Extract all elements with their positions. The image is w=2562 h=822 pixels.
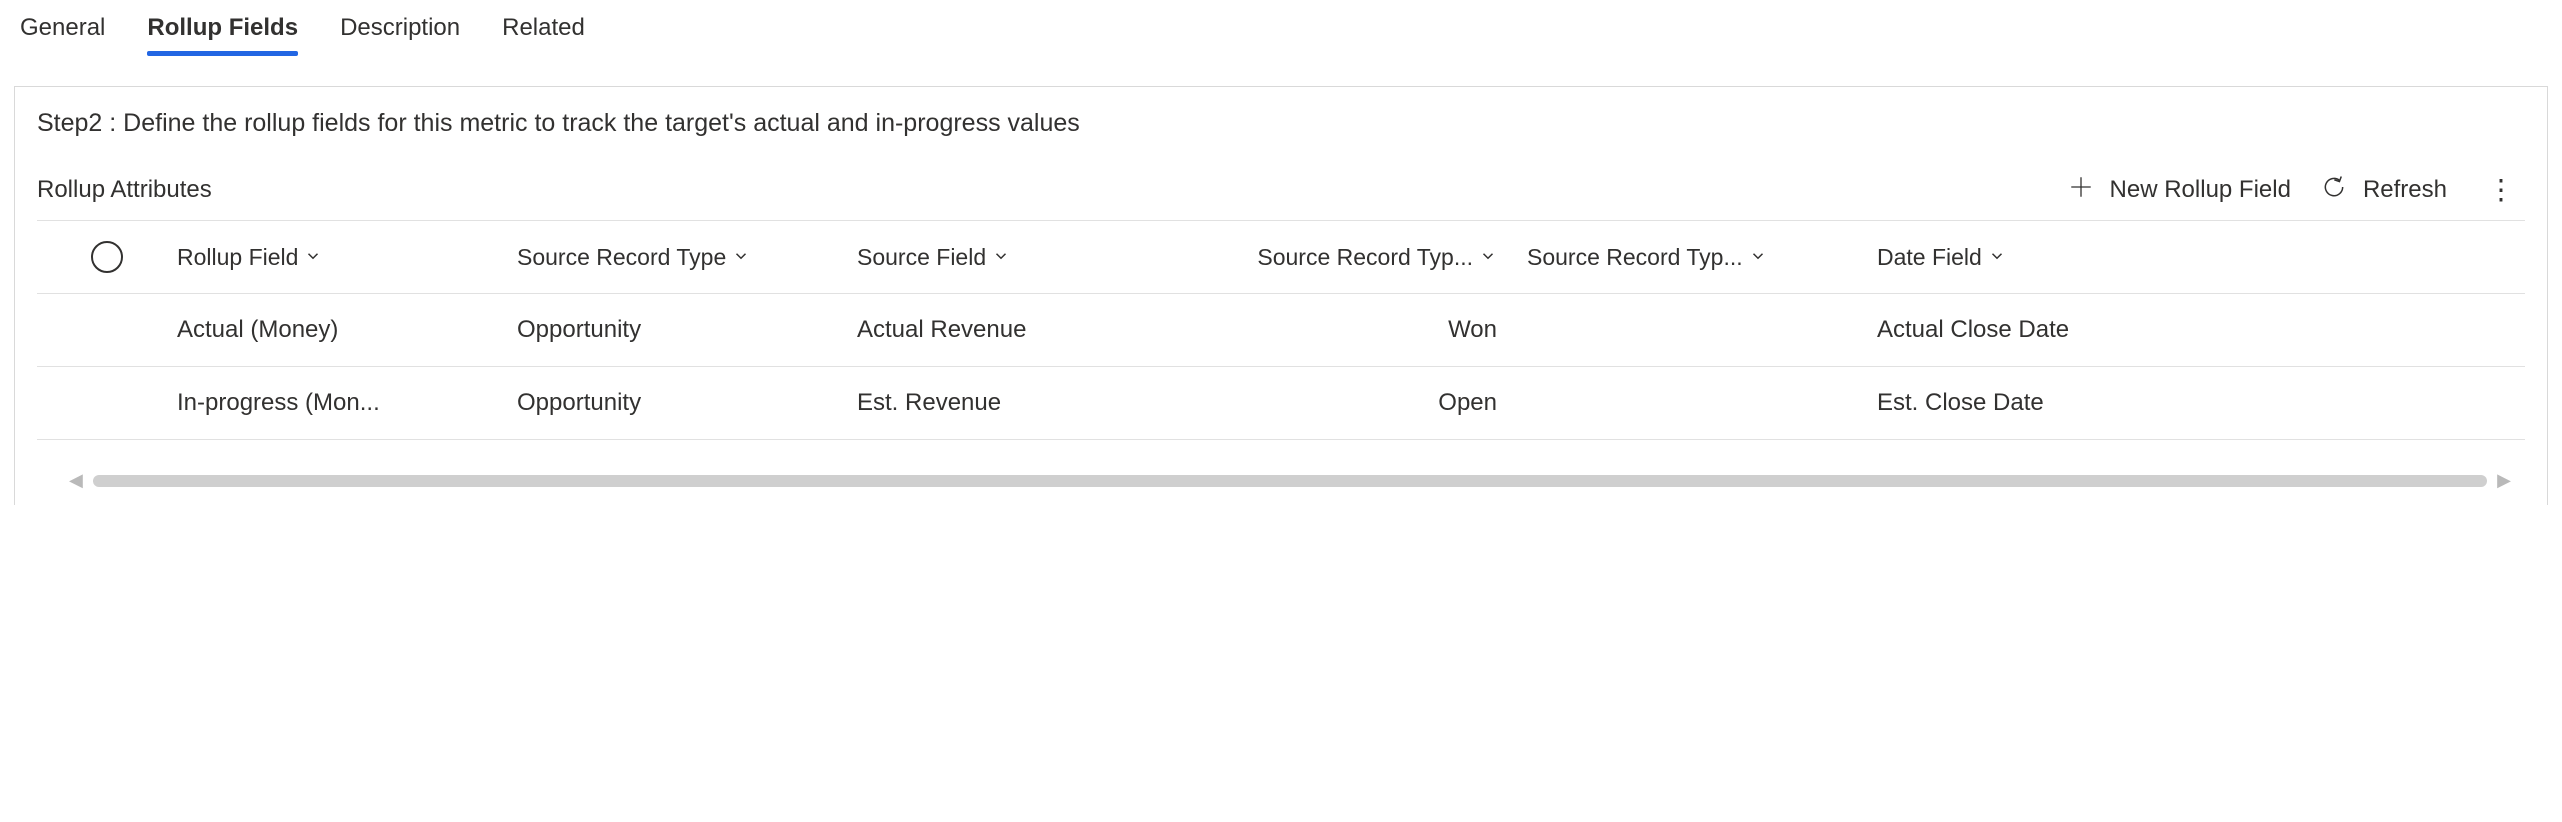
chevron-down-icon [304,244,322,271]
cell-rollup-field: Actual (Money) [177,316,517,344]
more-vertical-icon: ⋮ [2487,174,2515,205]
cell-source-field: Actual Revenue [857,316,1197,344]
subgrid-commands: New Rollup Field Refresh ⋮ [2068,172,2525,208]
tab-general[interactable]: General [20,8,105,56]
refresh-icon [2321,174,2347,207]
scroll-right-icon: ▶ [2497,470,2511,491]
column-header-rollup-field[interactable]: Rollup Field [177,244,505,271]
refresh-label: Refresh [2363,176,2447,204]
rollup-grid: Rollup Field Source Record Type Source F… [37,221,2525,440]
new-rollup-field-label: New Rollup Field [2110,176,2291,204]
horizontal-scrollbar[interactable]: ◀ ▶ [37,470,2525,497]
table-row[interactable]: In-progress (Mon... Opportunity Est. Rev… [37,367,2525,440]
column-header-date-field[interactable]: Date Field [1877,244,2205,271]
cell-source-record-state: Won [1197,316,1527,344]
grid-header-row: Rollup Field Source Record Type Source F… [37,221,2525,294]
column-header-label: Source Field [857,244,986,271]
select-all-cell[interactable] [37,241,177,273]
chevron-down-icon [1479,244,1497,271]
column-header-label: Date Field [1877,244,1982,271]
scrollbar-track [93,475,2487,487]
more-commands-button[interactable]: ⋮ [2477,172,2525,208]
table-row[interactable]: Actual (Money) Opportunity Actual Revenu… [37,294,2525,367]
column-header-label: Source Record Typ... [1257,244,1473,271]
column-header-source-record-status[interactable]: Source Record Typ... [1527,244,1865,271]
step-heading: Step2 : Define the rollup fields for thi… [37,109,2525,138]
scroll-left-icon: ◀ [69,470,83,491]
column-header-source-field[interactable]: Source Field [857,244,1185,271]
chevron-down-icon [992,244,1010,271]
subgrid-header: Rollup Attributes New Rollup Field Refre… [37,172,2525,221]
column-header-label: Rollup Field [177,244,298,271]
subgrid-title: Rollup Attributes [37,176,212,204]
chevron-down-icon [1988,244,2006,271]
chevron-down-icon [732,244,750,271]
tab-rollup-fields[interactable]: Rollup Fields [147,8,298,56]
tab-description[interactable]: Description [340,8,460,56]
refresh-button[interactable]: Refresh [2321,174,2447,207]
cell-source-record-type: Opportunity [517,316,857,344]
tab-related[interactable]: Related [502,8,585,56]
cell-source-record-type: Opportunity [517,389,857,417]
new-rollup-field-button[interactable]: New Rollup Field [2068,174,2291,207]
column-header-label: Source Record Typ... [1527,244,1743,271]
cell-source-field: Est. Revenue [857,389,1197,417]
column-header-source-record-state[interactable]: Source Record Typ... [1197,244,1497,271]
select-all-icon [91,241,123,273]
plus-icon [2068,174,2094,207]
tab-bar: General Rollup Fields Description Relate… [0,0,2562,56]
cell-date-field: Actual Close Date [1877,316,2217,344]
cell-date-field: Est. Close Date [1877,389,2217,417]
cell-rollup-field: In-progress (Mon... [177,389,517,417]
grid-scroll-container[interactable]: Rollup Field Source Record Type Source F… [37,221,2525,470]
cell-source-record-state: Open [1197,389,1527,417]
column-header-source-record-type[interactable]: Source Record Type [517,244,845,271]
rollup-fields-panel: Step2 : Define the rollup fields for thi… [14,86,2548,505]
column-header-label: Source Record Type [517,244,726,271]
chevron-down-icon [1749,244,1767,271]
